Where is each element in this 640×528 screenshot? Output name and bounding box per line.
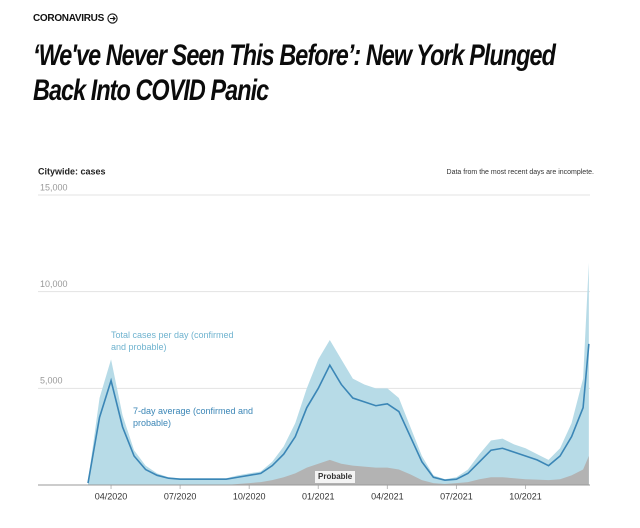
y-tick-label: 15,000: [40, 182, 68, 192]
x-tick-label: 04/2020: [95, 491, 128, 501]
series-label: Total cases per day (confirmed and proba…: [111, 330, 234, 352]
chart-note: Data from the most recent days are incom…: [447, 169, 595, 176]
series-label: Probable: [315, 471, 356, 483]
x-tick-label: 10/2021: [509, 491, 542, 501]
x-tick-label: 04/2021: [371, 491, 404, 501]
area: [88, 262, 589, 485]
arrow-icon[interactable]: [107, 13, 118, 24]
x-tick-label: 07/2020: [164, 491, 197, 501]
series-label: 7-day average (confirmed and probable): [133, 406, 254, 428]
y-tick-label: 5,000: [40, 376, 63, 386]
kicker-text[interactable]: CORONAVIRUS: [33, 13, 104, 24]
kicker[interactable]: CORONAVIRUS: [33, 13, 118, 24]
headline-wrap: ‘We've Never Seen This Before’: New York…: [33, 38, 610, 108]
y-tick-label: 10,000: [40, 279, 68, 289]
area: [88, 456, 589, 485]
x-tick-label: 07/2021: [440, 491, 473, 501]
line: [87, 343, 590, 484]
x-tick-label: 01/2021: [302, 491, 335, 501]
chart-title: Citywide: cases: [38, 166, 106, 176]
headline: ‘We've Never Seen This Before’: New York…: [33, 39, 556, 107]
x-tick-label: 10/2020: [233, 491, 266, 501]
grid: [38, 194, 590, 389]
